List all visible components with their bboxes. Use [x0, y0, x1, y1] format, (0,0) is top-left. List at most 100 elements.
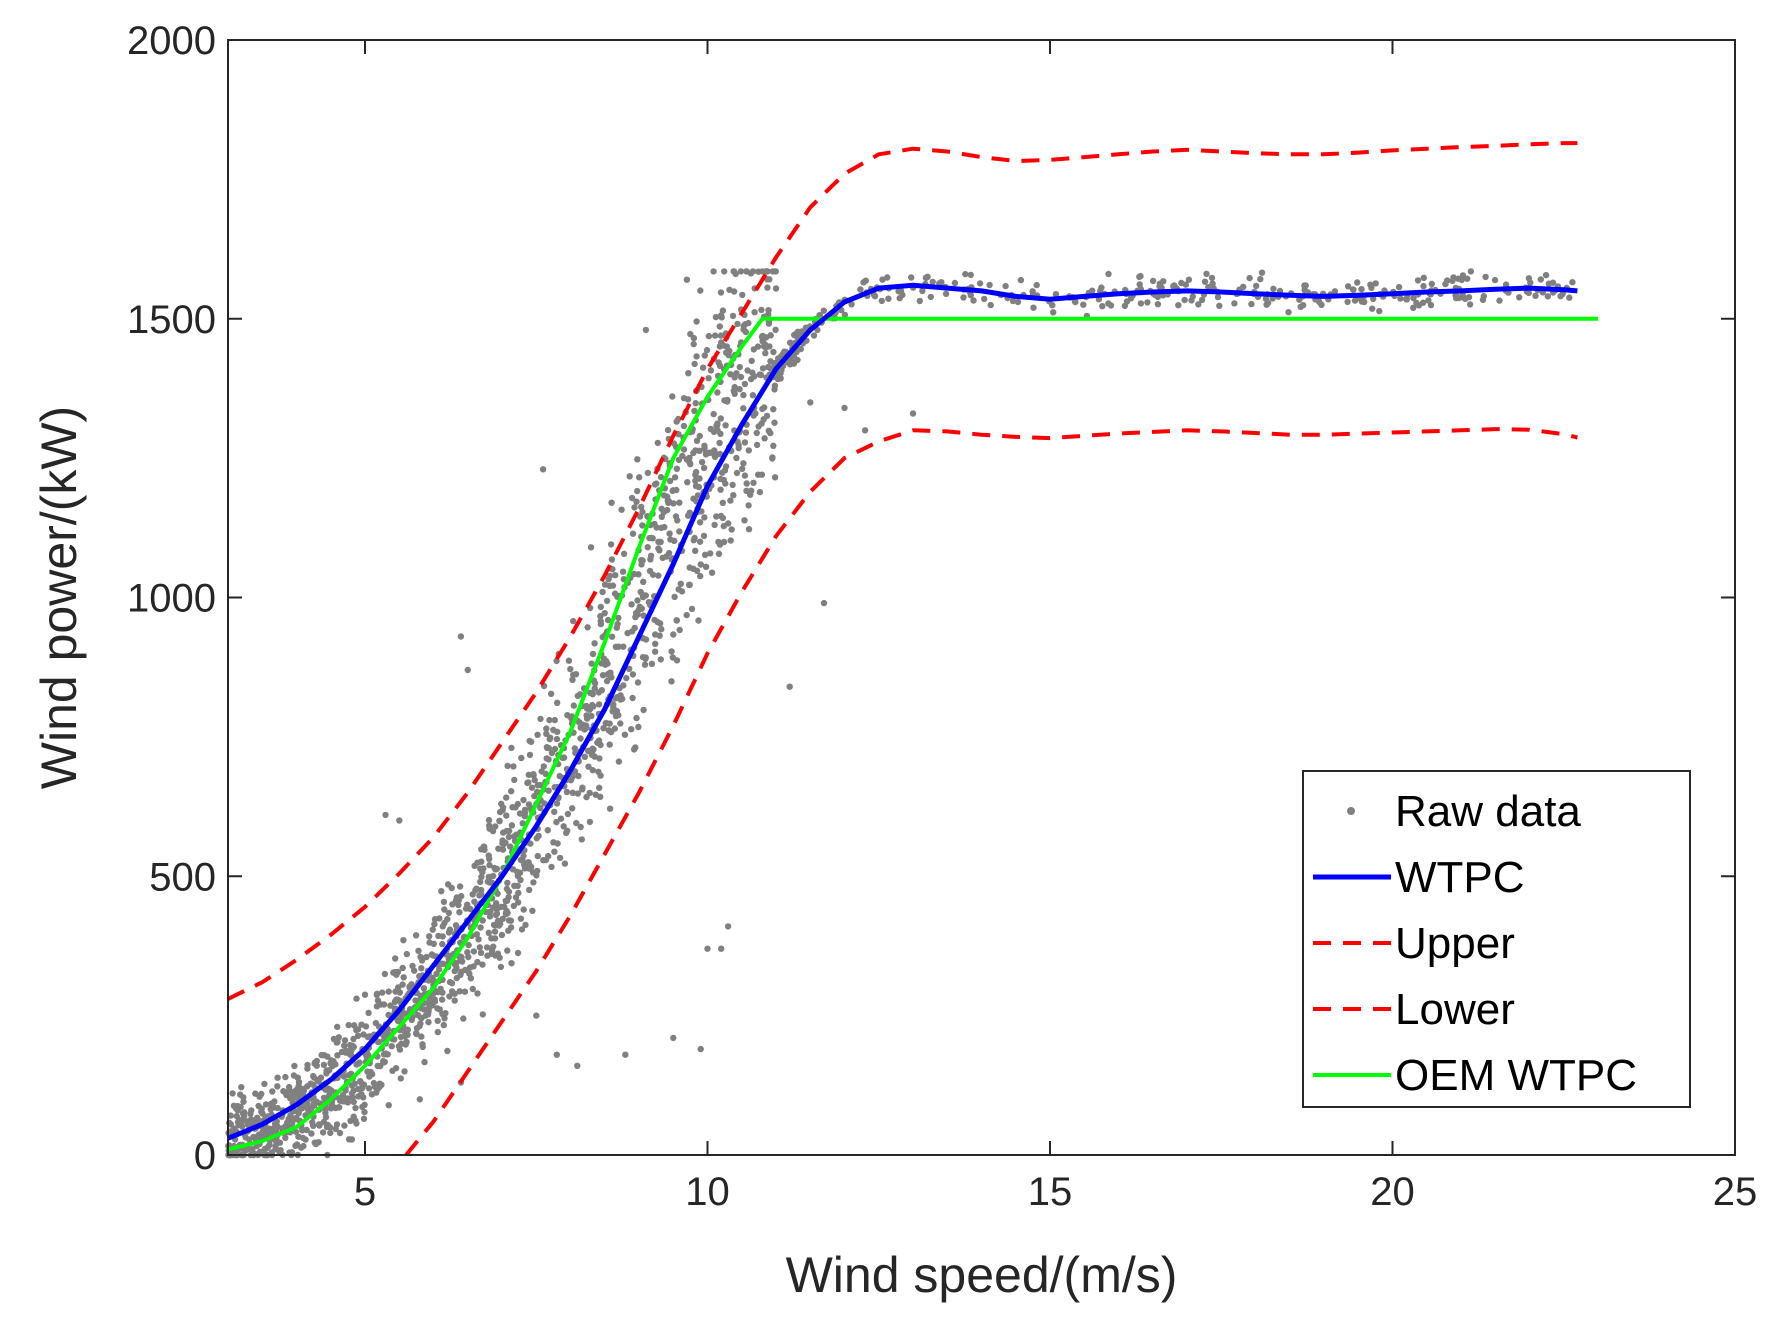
raw-data-point [348, 1082, 356, 1089]
raw-data-point [841, 311, 849, 319]
raw-data-point [1160, 278, 1167, 285]
raw-data-point [380, 1001, 388, 1008]
raw-data-point [967, 292, 974, 299]
raw-data-point [771, 474, 779, 481]
raw-data-point [546, 716, 553, 724]
raw-data-point [474, 990, 481, 997]
x-tick-label: 5 [354, 1170, 376, 1214]
raw-data-point [564, 712, 571, 719]
raw-data-point [561, 860, 569, 867]
raw-data-point [453, 964, 460, 972]
raw-data-point [1410, 304, 1417, 311]
raw-data-point [752, 410, 759, 417]
raw-data-point [730, 288, 738, 295]
raw-data-point [749, 268, 757, 275]
raw-data-point [916, 297, 923, 305]
raw-data-point [439, 1010, 446, 1018]
raw-data-point [608, 499, 615, 506]
raw-data-point [695, 483, 703, 491]
raw-data-point [623, 674, 630, 682]
raw-data-point [514, 800, 521, 808]
raw-data-point [1557, 293, 1564, 300]
raw-data-point [478, 858, 485, 865]
raw-data-point [385, 988, 392, 995]
raw-data-point [471, 898, 478, 905]
raw-data-point [708, 569, 716, 576]
raw-data-point [440, 960, 447, 967]
raw-data-point [509, 804, 516, 811]
raw-data-point [1351, 297, 1359, 304]
raw-data-point [350, 1113, 357, 1120]
raw-data-point [976, 280, 984, 287]
raw-data-point [730, 492, 737, 499]
raw-data-point [664, 497, 671, 504]
raw-data-point [634, 487, 641, 495]
raw-data-point [603, 597, 611, 605]
raw-data-point [685, 370, 692, 377]
raw-data-point [608, 633, 616, 640]
raw-data-point [1544, 293, 1552, 300]
raw-data-point [438, 996, 446, 1003]
raw-data-point [485, 816, 493, 824]
raw-data-point [1566, 294, 1573, 301]
raw-data-point [374, 997, 382, 1004]
raw-data-point [701, 352, 708, 359]
raw-data-point [510, 763, 517, 770]
raw-data-point [365, 1085, 373, 1092]
raw-data-point [526, 886, 533, 894]
raw-data-point [569, 676, 576, 683]
raw-data-point [354, 1032, 362, 1040]
raw-data-point [578, 836, 585, 843]
raw-data-point [544, 827, 551, 834]
raw-data-point [617, 720, 624, 727]
raw-data-point [675, 456, 683, 464]
raw-data-point [421, 1058, 428, 1066]
raw-data-point [741, 380, 749, 388]
raw-data-point [718, 314, 725, 321]
raw-data-point [702, 563, 710, 570]
raw-data-point [606, 572, 614, 580]
raw-data-point [797, 345, 804, 353]
raw-data-point [651, 648, 659, 655]
raw-data-point [919, 287, 926, 295]
raw-data-point [624, 629, 631, 637]
raw-data-point [430, 940, 437, 947]
raw-data-point [693, 437, 701, 444]
raw-data-point [820, 599, 828, 607]
raw-data-point [413, 1025, 421, 1032]
raw-data-point [606, 805, 614, 812]
raw-data-point [341, 1042, 348, 1049]
raw-data-point [599, 672, 607, 679]
raw-data-point [739, 465, 746, 472]
raw-data-point [610, 704, 617, 711]
raw-data-point [719, 307, 727, 314]
raw-data-point [349, 1094, 356, 1101]
raw-data-point [710, 410, 717, 418]
raw-data-point [573, 819, 580, 827]
raw-data-point [393, 970, 400, 977]
raw-data-point [696, 519, 704, 526]
raw-data-point [634, 597, 641, 604]
raw-data-point [1149, 277, 1157, 285]
raw-data-point [727, 537, 734, 544]
raw-data-point [670, 631, 677, 638]
raw-data-point [742, 429, 750, 436]
raw-data-point [1178, 279, 1185, 287]
raw-data-point [355, 1093, 362, 1100]
raw-data-point [373, 1089, 380, 1096]
raw-data-point [392, 955, 399, 962]
raw-data-point [508, 960, 515, 967]
raw-data-point [717, 289, 725, 296]
raw-data-point [743, 480, 750, 487]
raw-data-point [717, 486, 724, 493]
raw-data-point [583, 712, 590, 719]
raw-data-point [498, 931, 506, 939]
raw-data-point [737, 373, 745, 381]
raw-data-point [362, 1023, 370, 1030]
raw-data-point [660, 509, 667, 516]
raw-data-point [702, 450, 710, 457]
raw-data-point [477, 878, 484, 886]
raw-data-point [363, 1053, 370, 1060]
raw-data-point [692, 447, 699, 454]
raw-data-point [673, 657, 681, 664]
